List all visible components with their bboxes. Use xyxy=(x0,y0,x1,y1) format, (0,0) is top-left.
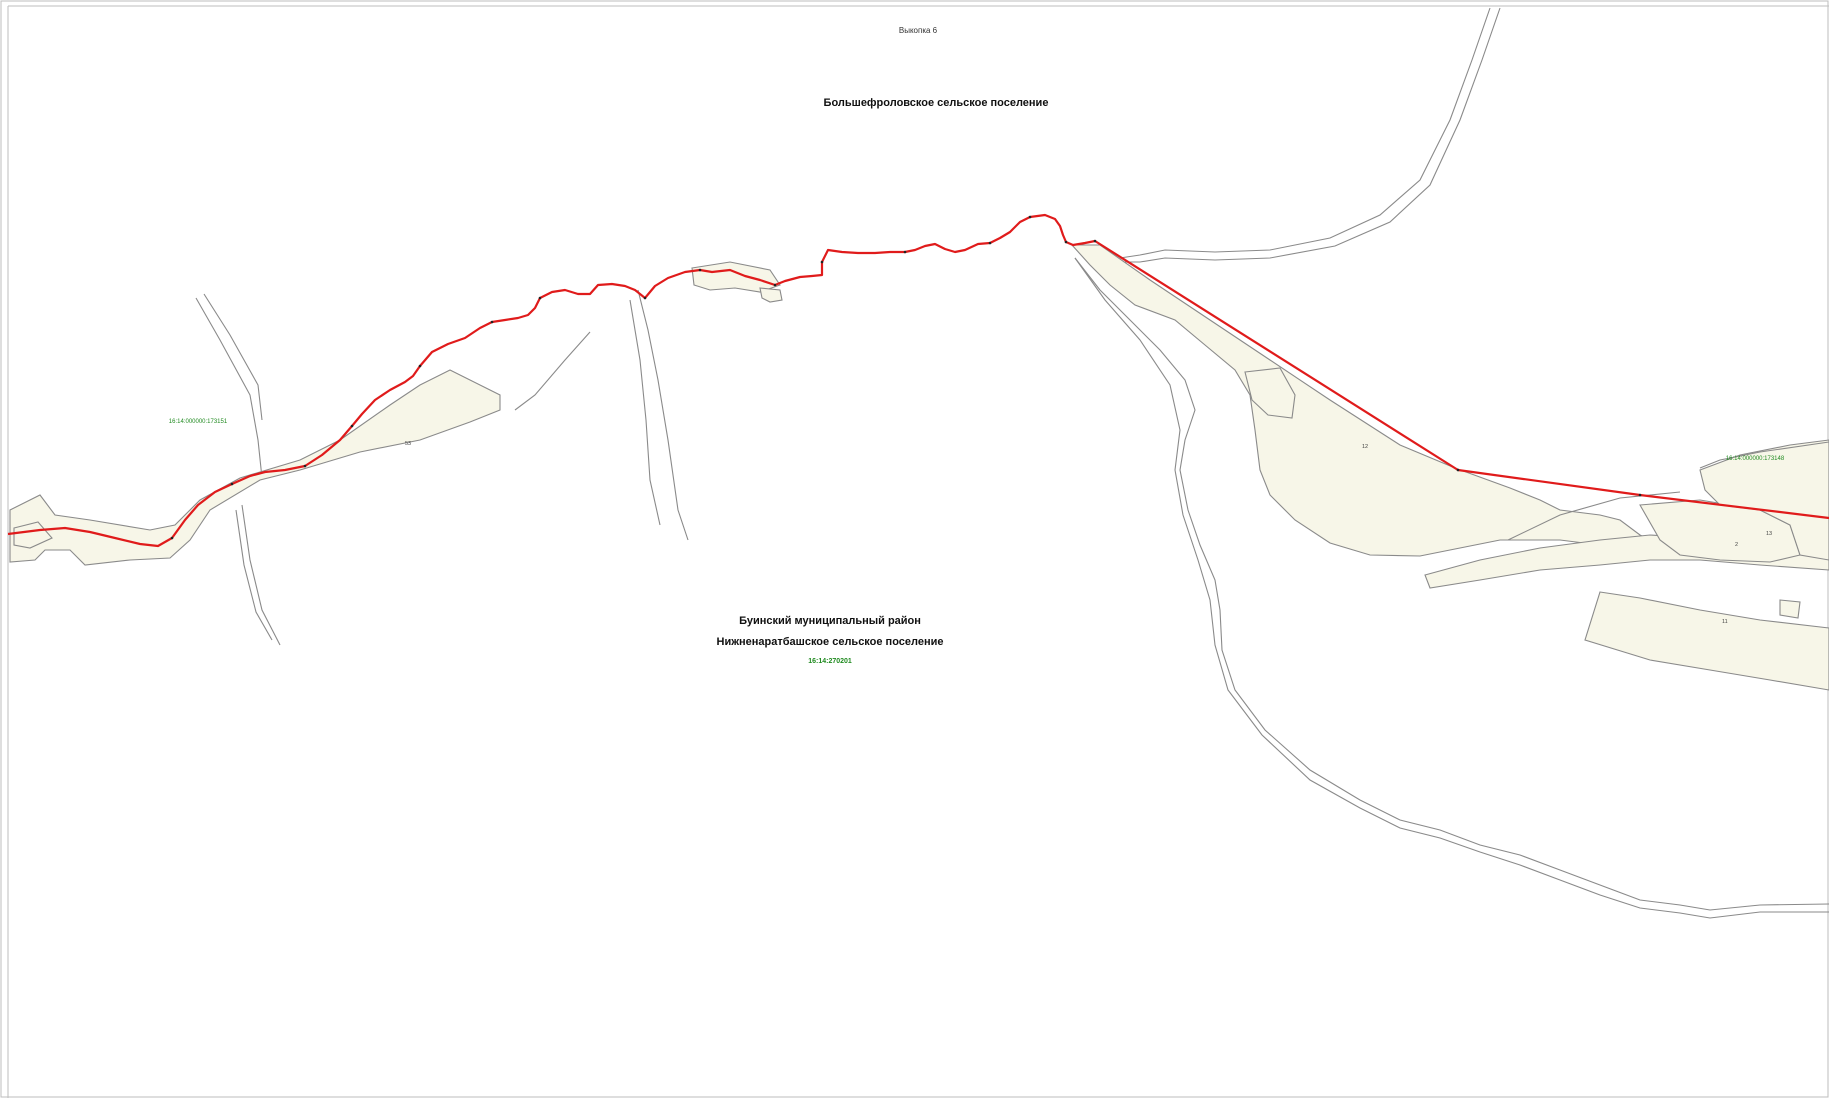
parcel-label-east-large: 12 xyxy=(1362,444,1368,450)
vertex-marker xyxy=(820,260,824,264)
vertex-marker xyxy=(1093,239,1097,243)
cadastral-east-label: 16:14:000000:173148 xyxy=(1726,456,1785,462)
parcel-west-strip xyxy=(9,369,501,566)
road-central-fork-2 xyxy=(629,299,661,526)
parcel-east-right xyxy=(1699,439,1829,561)
parcel-east-lower-tab xyxy=(1779,599,1801,619)
parcel-central-tiny xyxy=(759,287,783,303)
road-northeast xyxy=(1119,7,1491,259)
vertex-marker xyxy=(1456,468,1460,472)
road-central-diag xyxy=(514,331,591,411)
road-southwest xyxy=(241,504,281,646)
road-southwest-2 xyxy=(235,509,273,641)
vertex-marker xyxy=(643,296,647,300)
parcel-east-inner xyxy=(1244,367,1296,419)
vertex-marker xyxy=(490,320,494,324)
road-east-diagonal xyxy=(1507,491,1681,541)
boundary-vertex-markers xyxy=(170,215,1642,540)
vertex-marker xyxy=(1638,493,1642,497)
cadastral-west-label: 16:14:000000:173151 xyxy=(169,419,228,425)
road-west-diagonal xyxy=(195,297,263,479)
vertex-marker xyxy=(303,464,307,468)
river-boundary-2 xyxy=(1074,257,1829,919)
road-east-rail xyxy=(1699,441,1829,469)
parcel-west-small xyxy=(13,521,53,549)
vertex-marker xyxy=(1064,240,1068,244)
parcel-east-lower xyxy=(1584,591,1829,691)
vertex-marker xyxy=(988,241,992,245)
north-settlement-label: Большефроловское сельское поселение xyxy=(824,97,1049,109)
road-central-fork xyxy=(637,289,689,541)
vertex-marker xyxy=(698,268,702,272)
parcel-label-east-lower: 11 xyxy=(1722,619,1728,625)
district-label: Буинский муниципальный район xyxy=(739,615,921,627)
parcel-label-east-small: 13 xyxy=(1766,531,1772,537)
sheet-label: Выкопка 6 xyxy=(899,26,938,35)
parcel-central-small xyxy=(691,261,781,293)
vertex-marker xyxy=(538,296,542,300)
road-west-diagonal-2 xyxy=(203,293,263,421)
parcel-label-east-mid: 2 xyxy=(1735,542,1738,548)
vertex-marker xyxy=(350,424,354,428)
parcel-east-large xyxy=(1070,244,1661,557)
vertex-marker xyxy=(773,283,777,287)
south-settlement-label: Нижненаратбашское сельское поселение xyxy=(717,636,944,648)
vertex-marker xyxy=(230,482,234,486)
cadastral-main-label: 16:14:270201 xyxy=(808,658,852,665)
vertex-marker xyxy=(170,536,174,540)
vertex-marker xyxy=(1028,215,1032,219)
vertex-marker xyxy=(418,364,422,368)
parcel-label-west: 53 xyxy=(405,441,411,447)
road-northeast-2 xyxy=(1120,7,1501,263)
vertex-marker xyxy=(903,250,907,254)
river-boundary xyxy=(1074,257,1829,911)
